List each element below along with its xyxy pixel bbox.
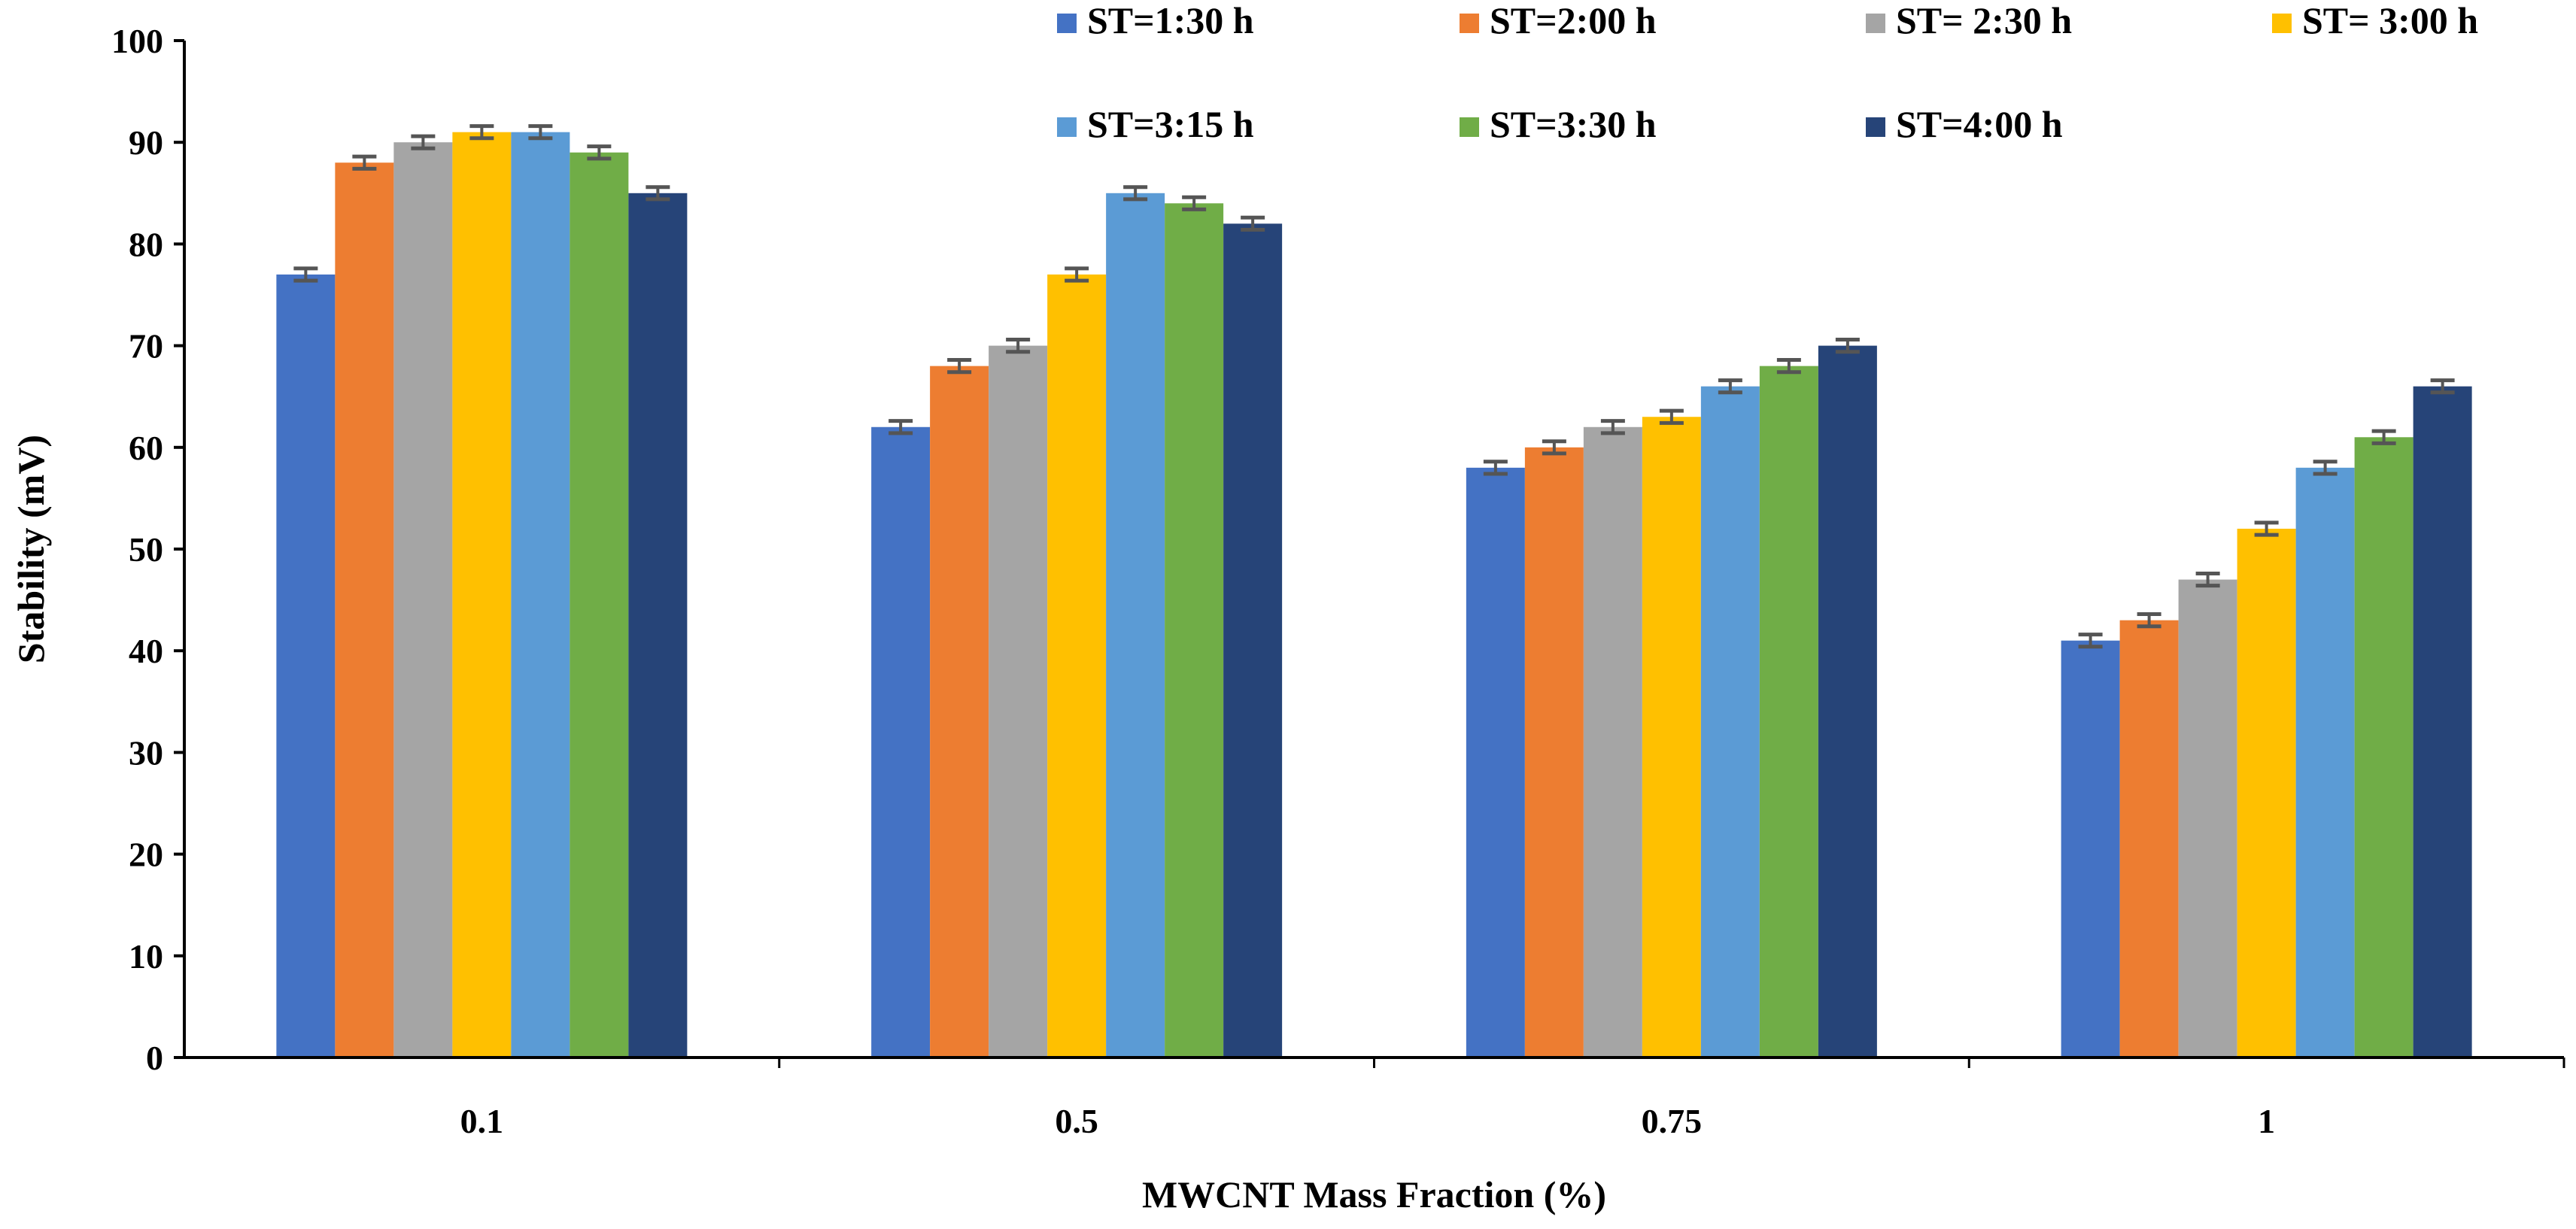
legend-item: ST= 3:00 h xyxy=(2272,0,2478,41)
bar xyxy=(1466,467,1525,1058)
bar xyxy=(930,366,989,1058)
legend-label: ST=4:00 h xyxy=(1896,103,2063,145)
y-tick-label: 100 xyxy=(111,22,163,60)
bar xyxy=(1583,426,1642,1058)
bar xyxy=(2061,640,2120,1058)
legend-label: ST=1:30 h xyxy=(1087,0,1254,41)
bar xyxy=(628,193,688,1058)
bar xyxy=(276,274,336,1058)
x-tick-label: 0.75 xyxy=(1642,1102,1703,1140)
legend-swatch xyxy=(1057,14,1077,33)
legend-item: ST=1:30 h xyxy=(1057,0,1254,41)
legend-item: ST=3:30 h xyxy=(1460,103,1657,145)
x-axis-title: MWCNT Mass Fraction (%) xyxy=(1142,1173,1606,1215)
bar xyxy=(393,142,453,1058)
legend-item: ST= 2:30 h xyxy=(1866,0,2072,41)
bar xyxy=(1047,274,1107,1058)
y-tick-label: 90 xyxy=(129,123,163,162)
y-tick-label: 0 xyxy=(146,1039,163,1077)
y-tick-label: 50 xyxy=(129,530,163,569)
bar xyxy=(1165,203,1224,1058)
bar xyxy=(2295,467,2355,1058)
bars-layer xyxy=(276,132,2472,1058)
bar xyxy=(1759,366,1818,1058)
legend-swatch xyxy=(1866,14,1885,33)
bar xyxy=(1642,417,1701,1058)
x-tick-label: 0.5 xyxy=(1055,1102,1098,1140)
legend-item: ST=2:00 h xyxy=(1460,0,1657,41)
legend-label: ST=3:30 h xyxy=(1490,103,1657,145)
bar xyxy=(2413,386,2472,1058)
y-tick-labels: 0 10 20 30 40 50 60 70 80 90 100 xyxy=(111,22,184,1077)
y-axis-title: Stability (mV) xyxy=(10,435,52,663)
bar xyxy=(2237,528,2296,1058)
bar xyxy=(511,132,570,1058)
y-tick-label: 80 xyxy=(129,225,163,263)
y-tick-label: 70 xyxy=(129,327,163,366)
x-tick-labels: 0.1 0.5 0.75 1 xyxy=(460,1058,2565,1140)
bar xyxy=(2178,579,2237,1058)
bar xyxy=(989,345,1048,1058)
legend-swatch xyxy=(1460,117,1479,137)
bar xyxy=(1818,345,1877,1058)
bar xyxy=(570,152,629,1058)
legend-swatch xyxy=(2272,14,2292,33)
legend-swatch xyxy=(1866,117,1885,137)
bar xyxy=(2119,620,2179,1058)
bar xyxy=(2354,437,2413,1058)
bar xyxy=(1524,447,1584,1058)
x-tick-label: 0.1 xyxy=(460,1102,504,1140)
bar xyxy=(871,426,931,1058)
legend-label: ST=2:00 h xyxy=(1490,0,1657,41)
y-tick-label: 20 xyxy=(129,836,163,874)
legend-swatch xyxy=(1460,14,1479,33)
bar xyxy=(1700,386,1760,1058)
bar xyxy=(1106,193,1165,1058)
y-tick-label: 30 xyxy=(129,733,163,772)
legend-label: ST= 2:30 h xyxy=(1896,0,2072,41)
error-bars-layer xyxy=(293,124,2455,649)
bar xyxy=(335,162,394,1058)
legend-label: ST=3:15 h xyxy=(1087,103,1254,145)
x-tick-label: 1 xyxy=(2258,1102,2275,1140)
legend-item: ST=3:15 h xyxy=(1057,103,1254,145)
bar xyxy=(452,132,512,1058)
legend-label: ST= 3:00 h xyxy=(2302,0,2478,41)
legend: ST=1:30 h ST=2:00 h ST= 2:30 h ST= 3:00 h ST… xyxy=(1057,0,2478,145)
legend-swatch xyxy=(1057,117,1077,137)
y-tick-label: 10 xyxy=(129,937,163,976)
legend-item: ST=4:00 h xyxy=(1866,103,2063,145)
y-tick-label: 40 xyxy=(129,632,163,670)
y-tick-label: 60 xyxy=(129,429,163,467)
bar xyxy=(1223,223,1283,1058)
